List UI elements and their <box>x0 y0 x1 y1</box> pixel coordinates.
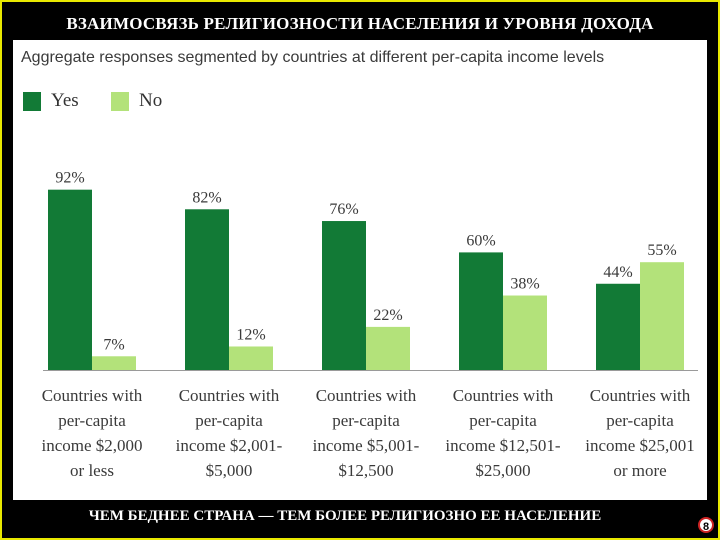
legend-swatch-yes <box>23 91 41 111</box>
category-label-4: Countries with per-capita income $12,501-$… <box>445 386 561 480</box>
bar-yes-2 <box>185 209 229 370</box>
category-label-5: Countries with per-capita income $25,001 or… <box>585 386 695 480</box>
chart-title: Aggregate responses segmented by countri… <box>21 49 605 66</box>
bar-no-1 <box>92 356 136 370</box>
data-label-no-1: 7% <box>103 336 124 353</box>
bar-no-4 <box>503 295 547 370</box>
bar-yes-5 <box>596 283 640 370</box>
data-label-yes-5: 44% <box>603 264 632 281</box>
data-label-yes-2: 82% <box>192 189 221 206</box>
bar-no-5 <box>640 262 684 370</box>
data-label-no-2: 12% <box>236 326 265 343</box>
legend-label-no: No <box>139 90 163 111</box>
data-label-yes-1: 92% <box>55 170 84 187</box>
chart-panel: Aggregate responses segmented by countri… <box>13 40 707 500</box>
data-label-no-3: 22% <box>373 307 402 324</box>
category-label-3: Countries with per-capita income $5,001-$1… <box>313 386 420 480</box>
legend-item-no: No <box>111 90 162 112</box>
data-label-yes-3: 76% <box>329 201 358 218</box>
data-label-no-4: 38% <box>510 276 539 293</box>
category-label-2: Countries with per-capita income $2,001-$5… <box>176 386 283 480</box>
slide-title: ВЗАИМОСВЯЗЬ РЕЛИГИОЗНОСТИ НАСЕЛЕНИЯ И УР… <box>66 14 654 33</box>
legend-swatch-no <box>111 91 129 111</box>
slide-footer: ЧЕМ БЕДНЕЕ СТРАНА — ТЕМ БОЛЕЕ РЕЛИГИОЗНО… <box>88 508 602 524</box>
page-number: 8 <box>698 517 714 533</box>
bar-yes-3 <box>322 221 366 370</box>
category-label-1: Countries with per-capita income $2,000 or … <box>41 386 142 480</box>
bar-yes-4 <box>459 252 503 370</box>
bar-yes-1 <box>48 189 92 370</box>
legend-label-yes: Yes <box>51 90 79 111</box>
data-label-no-5: 55% <box>647 242 676 259</box>
legend-item-yes: Yes <box>23 90 79 112</box>
data-label-yes-4: 60% <box>466 232 495 249</box>
bar-chart: 92% 7% Countries with per-capita income $2,0… <box>41 170 698 480</box>
bar-no-3 <box>366 326 410 370</box>
bar-no-2 <box>229 346 273 370</box>
